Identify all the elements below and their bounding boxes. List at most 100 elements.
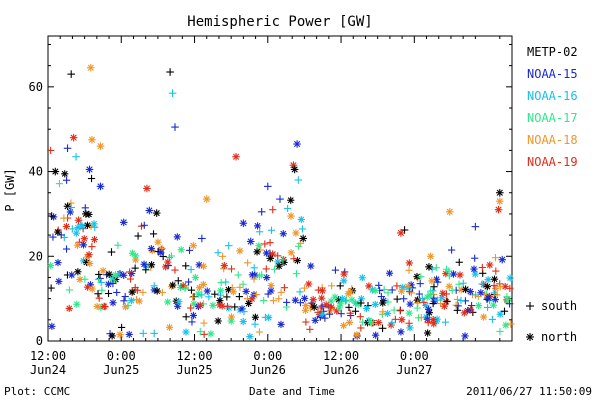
- data-point: [400, 295, 408, 303]
- data-point-highlight: [143, 184, 151, 193]
- data-point: [371, 300, 379, 309]
- data-point: [384, 298, 392, 306]
- data-point: [154, 238, 162, 246]
- data-point-highlight: [72, 152, 80, 161]
- data-point: [99, 267, 107, 275]
- data-point-highlight: [63, 202, 72, 211]
- data-point: [429, 287, 437, 295]
- data-point: [205, 293, 213, 301]
- data-point: [188, 318, 196, 326]
- data-point: [317, 304, 325, 312]
- data-point: [433, 296, 441, 304]
- data-point: [340, 277, 348, 285]
- plot-credit: Plot: CCMC: [4, 385, 70, 398]
- data-point: [242, 287, 250, 295]
- data-point: [131, 264, 139, 272]
- data-point: [250, 264, 258, 272]
- data-point: [104, 289, 113, 298]
- data-point: [244, 259, 252, 267]
- data-point: [100, 302, 108, 310]
- data-point: [95, 294, 103, 302]
- data-point: [158, 288, 166, 297]
- data-point: [207, 330, 215, 338]
- data-point: [124, 302, 132, 310]
- data-point: [128, 249, 137, 257]
- data-point: [345, 303, 353, 311]
- data-point: [187, 286, 196, 294]
- data-point: [255, 272, 263, 280]
- data-point: [81, 275, 89, 283]
- x-tick-time: 12:00: [323, 349, 359, 363]
- data-point: [405, 309, 413, 317]
- data-point: [88, 243, 96, 251]
- data-point: [290, 255, 298, 263]
- data-point: [478, 263, 486, 272]
- data-point: [267, 287, 275, 295]
- data-point: [384, 309, 392, 318]
- marker-legend: south north: [526, 299, 577, 344]
- data-point: [229, 288, 237, 296]
- x-tick-time: 0:00: [400, 349, 429, 363]
- data-point: [456, 271, 464, 279]
- data-point: [447, 246, 456, 254]
- data-point-highlight: [82, 210, 90, 218]
- x-tick-date: Jun27: [396, 363, 432, 377]
- y-axis-label: P [GW]: [3, 168, 17, 211]
- data-point: [214, 317, 222, 325]
- data-point: [120, 271, 128, 279]
- data-point: [491, 254, 500, 262]
- data-point: [54, 259, 62, 267]
- data-point: [171, 266, 179, 274]
- data-point: [500, 307, 509, 315]
- data-point: [372, 331, 380, 339]
- data-point-highlight: [378, 324, 387, 333]
- data-point: [165, 323, 174, 331]
- data-point: [478, 280, 486, 288]
- data-point-highlight: [232, 152, 240, 161]
- data-point: [252, 290, 260, 299]
- data-point: [405, 319, 413, 327]
- marker-legend-label: north: [541, 330, 577, 344]
- data-point: [404, 282, 412, 291]
- data-point-highlight: [310, 303, 318, 311]
- data-point: [432, 264, 440, 272]
- data-point: [432, 275, 441, 283]
- data-point: [453, 306, 461, 314]
- data-point: [134, 232, 142, 240]
- data-point: [125, 330, 133, 339]
- data-point: [87, 174, 96, 183]
- data-point: [98, 286, 106, 294]
- data-point: [287, 249, 295, 257]
- data-point: [55, 180, 64, 188]
- data-point: [424, 329, 432, 337]
- x-tick-date: Jun25: [176, 363, 212, 377]
- data-point: [61, 170, 69, 178]
- data-point: [357, 299, 365, 307]
- data-point: [459, 279, 467, 287]
- data-point: [366, 317, 374, 326]
- data-point: [128, 288, 136, 296]
- data-point: [415, 290, 423, 298]
- data-point: [93, 302, 101, 311]
- data-point: [55, 277, 63, 285]
- data-point: [425, 305, 433, 313]
- x-tick-date: Jun26: [250, 363, 286, 377]
- data-point: [235, 293, 243, 301]
- data-point: [474, 301, 483, 310]
- data-point: [406, 300, 414, 308]
- data-point: [326, 310, 334, 318]
- data-point: [217, 279, 225, 287]
- data-point: [396, 307, 404, 315]
- data-point: [260, 296, 268, 305]
- data-point: [85, 251, 93, 259]
- data-point: [223, 293, 231, 301]
- data-point: [318, 287, 327, 295]
- data-point: [219, 252, 227, 260]
- data-point-highlight: [224, 241, 233, 250]
- data-point: [184, 278, 193, 286]
- data-point: [175, 298, 183, 306]
- data-point-highlight: [171, 123, 179, 131]
- legend-entry: NOAA-17: [527, 111, 578, 125]
- data-point-highlight: [166, 68, 174, 76]
- data-point: [126, 268, 134, 276]
